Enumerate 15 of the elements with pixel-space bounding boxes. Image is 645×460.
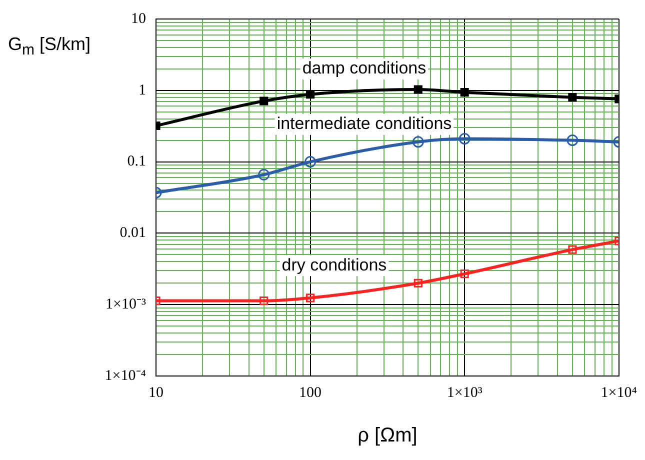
x-tick-label: 10 (148, 384, 164, 401)
y-tick-label: 1×10⁻⁴ (104, 368, 146, 384)
y-tick-label: 0.1 (127, 154, 146, 170)
y-tick-label: 10 (131, 10, 146, 27)
series-label: intermediate conditions (276, 114, 452, 134)
x-axis-title: ρ [Ωm] (358, 424, 418, 447)
series-label: damp conditions (302, 58, 426, 78)
x-tick-label: 100 (299, 384, 322, 401)
y-tick-label: 1×10⁻³ (106, 296, 146, 313)
y-axis-title: G$_{m}$ [S/km] (8, 34, 91, 59)
x-tick-label: 1×10⁴ (600, 384, 638, 401)
x-tick-label: 1×10³ (446, 384, 483, 401)
series-label: dry conditions (282, 255, 387, 274)
y-tick-label: 1 (138, 82, 146, 98)
y-tick-label: 0.01 (120, 225, 146, 242)
